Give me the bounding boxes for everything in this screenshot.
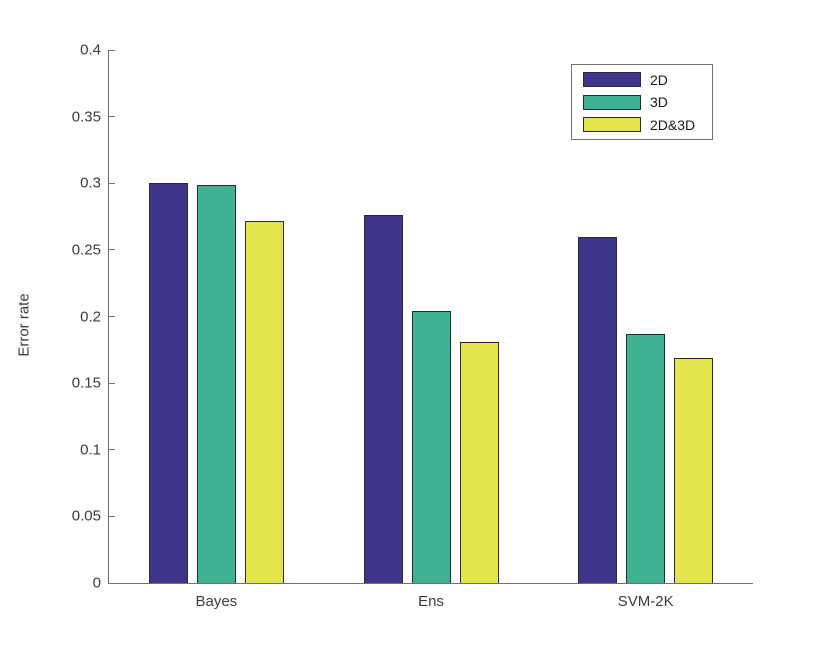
legend: 2D 3D 2D&3D bbox=[571, 64, 713, 140]
bar bbox=[244, 220, 284, 583]
legend-label: 3D bbox=[650, 94, 668, 110]
bar bbox=[411, 311, 451, 583]
legend-item: 3D bbox=[583, 94, 712, 110]
plot-area: 0 0.05 0.1 0.15 0.2 0.25 0.3 0.35 0.4 Bayes Ens SVM… bbox=[72, 42, 753, 610]
y-axis-label: Error rate bbox=[15, 293, 33, 357]
bar bbox=[674, 357, 714, 583]
y-tick-label: 0.2 bbox=[80, 308, 101, 325]
y-tick-label: 0.3 bbox=[80, 174, 101, 192]
x-tick-label: Ens bbox=[418, 593, 444, 610]
x-tick-label: Bayes bbox=[195, 593, 238, 610]
y-tick-label: 0.25 bbox=[71, 241, 101, 259]
bar bbox=[148, 183, 188, 583]
bar bbox=[626, 333, 666, 583]
y-tick-label: 0.1 bbox=[80, 441, 101, 459]
y-tick-label: 0.35 bbox=[71, 108, 101, 126]
y-tick bbox=[109, 116, 115, 118]
bar bbox=[459, 341, 499, 583]
legend-label: 2D&3D bbox=[650, 116, 696, 133]
y-tick bbox=[109, 316, 115, 317]
bar bbox=[196, 184, 236, 583]
y-tick bbox=[109, 382, 115, 384]
y-tick-label: 0.15 bbox=[71, 374, 101, 392]
x-tick-label: SVM-2K bbox=[617, 593, 674, 610]
y-tick bbox=[109, 49, 115, 51]
y-tick-label: 0.05 bbox=[71, 507, 101, 525]
bar bbox=[363, 215, 403, 583]
y-tick-label: 0 bbox=[92, 574, 101, 592]
legend-swatch bbox=[583, 94, 641, 110]
bar bbox=[578, 236, 618, 583]
y-tick bbox=[109, 515, 115, 517]
y-tick bbox=[109, 249, 115, 251]
y-tick bbox=[109, 182, 115, 184]
y-tick bbox=[109, 449, 115, 451]
y-tick bbox=[109, 582, 115, 584]
y-tick-label: 0.4 bbox=[80, 41, 101, 59]
legend-swatch bbox=[583, 117, 641, 132]
legend-swatch bbox=[583, 72, 641, 87]
legend-item: 2D bbox=[583, 72, 712, 88]
legend-item: 2D&3D bbox=[583, 117, 712, 133]
legend-label: 2D bbox=[650, 71, 668, 88]
